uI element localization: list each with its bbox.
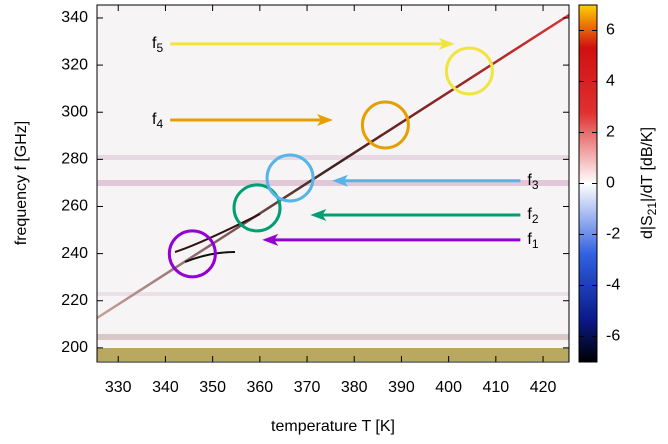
colorbar-tick-label: -2: [606, 226, 620, 243]
noise-band: [97, 292, 569, 296]
x-tick-label: 420: [530, 379, 557, 396]
annotation-label: f5: [152, 35, 163, 55]
colorbar-title-part: |/dT [dB/K]: [639, 127, 656, 202]
annotation-label-sub: 2: [532, 212, 539, 226]
highlight-circle: [265, 153, 315, 203]
annotation-label: f4: [152, 111, 163, 131]
colorbar-tick-label: 0: [606, 175, 615, 192]
noise-band: [97, 334, 569, 340]
arrow-head: [332, 174, 349, 187]
annotation-label: f1: [527, 231, 538, 251]
x-tick-label: 360: [246, 379, 273, 396]
y-tick-label: 240: [61, 245, 88, 262]
annotation-label: f2: [527, 206, 538, 226]
y-axis-title: frequency f [GHz]: [13, 121, 30, 246]
highlight-circle: [444, 46, 494, 96]
x-tick-label: 410: [482, 379, 509, 396]
x-tick-label: 330: [105, 379, 132, 396]
x-tick-label: 340: [152, 379, 179, 396]
colorbar-tick-label: 6: [606, 22, 615, 39]
y-tick-label: 220: [61, 292, 88, 309]
arrow-head: [438, 37, 455, 50]
resonance-trace: [184, 251, 236, 263]
y-tick-label: 200: [61, 339, 88, 356]
colorbar-title-sub: 21: [645, 202, 659, 216]
annotation-label-base: f: [527, 172, 532, 189]
highlight-circle: [360, 100, 410, 150]
annotation-label-base: f: [527, 206, 532, 223]
noise-band: [97, 180, 569, 186]
highlight-circle: [232, 183, 282, 233]
colorbar-tick-label: -4: [606, 277, 620, 294]
y-tick-label: 320: [61, 56, 88, 73]
y-tick-label: 260: [61, 198, 88, 215]
arrow-head: [310, 208, 327, 221]
annotation-label-sub: 1: [532, 237, 539, 251]
noise-band: [97, 155, 569, 160]
colorbar-title: d|S21|/dT [dB/K]: [639, 127, 659, 239]
annotation-label-sub: 5: [156, 41, 163, 55]
annotation-label-sub: 3: [532, 178, 539, 192]
annotation-label-base: f: [152, 111, 157, 128]
x-tick-label: 350: [199, 379, 226, 396]
x-tick-label: 370: [294, 379, 321, 396]
annotation-label: f3: [527, 172, 538, 192]
x-tick-label: 380: [341, 379, 368, 396]
arrow-head: [262, 233, 279, 246]
x-axis-title: temperature T [K]: [271, 418, 395, 435]
y-tick-label: 280: [61, 151, 88, 168]
x-tick-label: 390: [388, 379, 415, 396]
noise-band: [97, 348, 569, 361]
highlight-circle: [167, 229, 217, 279]
arrow-head: [317, 113, 333, 126]
y-tick-label: 300: [61, 103, 88, 120]
y-tick-label: 340: [61, 9, 88, 26]
colorbar-tick-label: 4: [606, 73, 615, 90]
annotation-label-sub: 4: [156, 117, 163, 131]
x-tick-label: 400: [435, 379, 462, 396]
heatmap: [96, 5, 570, 362]
annotation-label-base: f: [527, 231, 532, 248]
colorbar-tick-label: 2: [606, 124, 615, 141]
colorbar-tick-label: -6: [606, 328, 620, 345]
colorbar-title-part: d|S: [639, 215, 656, 239]
annotation-label-base: f: [152, 35, 157, 52]
plot-frame: [96, 4, 570, 363]
